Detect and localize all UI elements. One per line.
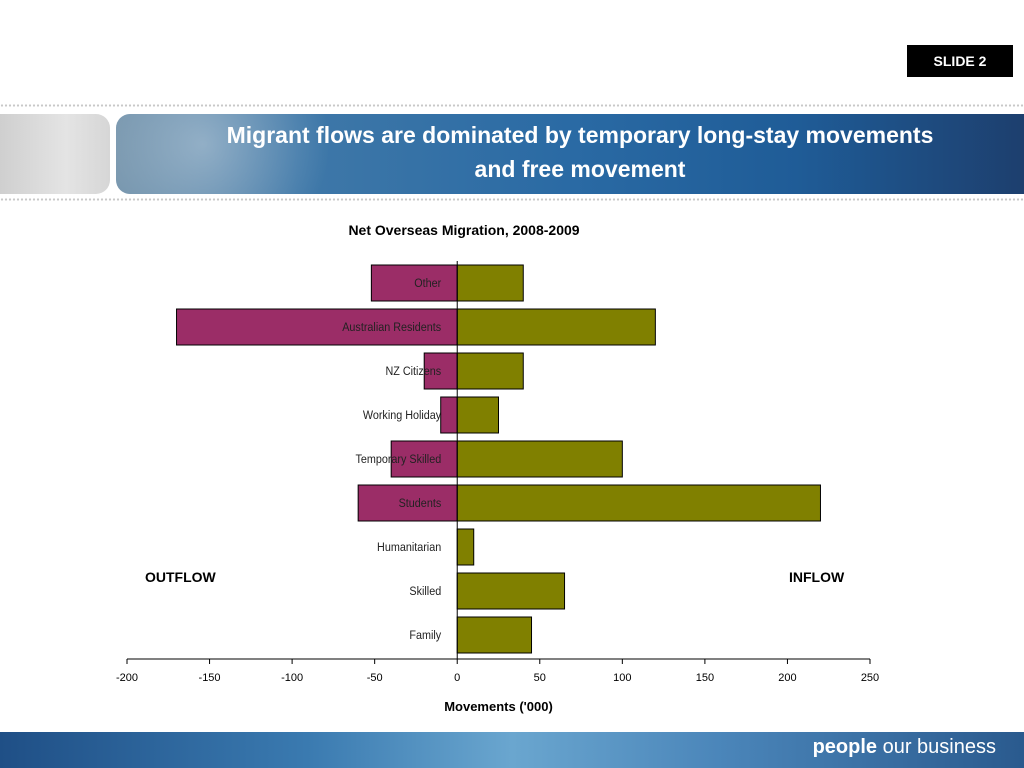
category-label: Australian Residents (342, 322, 441, 335)
category-label: NZ Citizens (385, 366, 441, 379)
inflow-bar (456, 528, 475, 566)
outflow-bar (440, 396, 458, 434)
outflow-bar (390, 440, 458, 478)
slide-title: Migrant flows are dominated by temporary… (160, 118, 1000, 186)
x-tick-label: -150 (199, 672, 221, 684)
x-tick-label: -100 (281, 672, 303, 684)
x-tick-label: 150 (696, 672, 714, 684)
inflow-label: INFLOW (789, 569, 845, 585)
slide-title-line-2: and free movement (474, 156, 686, 182)
footer-bar (0, 732, 1024, 768)
category-label: Humanitarian (377, 542, 441, 555)
outflow-bar (357, 484, 458, 522)
category-label: Working Holiday (363, 410, 442, 423)
inflow-bar (456, 308, 656, 346)
outflow-bar (370, 264, 458, 302)
inflow-bar (456, 264, 524, 302)
slide-number-badge: SLIDE 2 (907, 45, 1013, 77)
x-tick-label: -50 (367, 672, 383, 684)
inflow-bar (456, 352, 524, 390)
globe-graphic (116, 114, 346, 194)
category-label: Temporary Skilled (355, 454, 441, 467)
slide-title-line-1: Migrant flows are dominated by temporary… (226, 122, 934, 148)
footer-brand-rest: our business (877, 736, 996, 758)
x-tick-label: 200 (778, 672, 796, 684)
footer-brand: people our business (813, 736, 996, 759)
inflow-bar (456, 484, 821, 522)
chart-title: Net Overseas Migration, 2008-2009 (348, 222, 580, 238)
outflow-bar (176, 308, 458, 346)
inflow-bar (456, 440, 623, 478)
banner-left-panel (0, 114, 110, 194)
x-tick-label: 50 (534, 672, 546, 684)
x-tick-label: 250 (861, 672, 879, 684)
inflow-bar (456, 616, 533, 654)
outflow-bar (423, 352, 458, 390)
category-label: Family (409, 630, 441, 643)
title-banner (116, 114, 1024, 194)
outflow-label: OUTFLOW (145, 569, 216, 585)
dotted-divider-top (0, 104, 1024, 107)
x-tick-label: 100 (613, 672, 631, 684)
x-tick-label: -200 (116, 672, 138, 684)
dotted-divider-bottom (0, 198, 1024, 201)
category-label: Skilled (409, 586, 441, 599)
category-label: Other (414, 278, 441, 291)
x-axis-title: Movements ('000) (444, 699, 553, 714)
footer-brand-bold: people (812, 736, 878, 758)
inflow-bar (456, 572, 566, 610)
inflow-bar (456, 396, 500, 434)
category-label: Students (399, 498, 442, 511)
x-tick-label: 0 (454, 672, 460, 684)
